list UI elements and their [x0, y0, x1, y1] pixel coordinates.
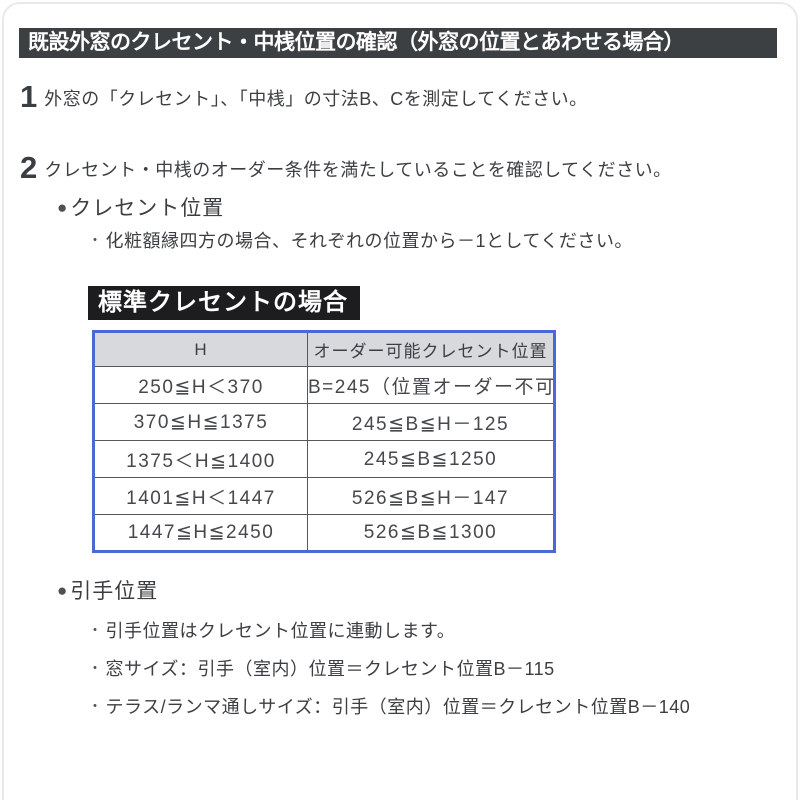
bullet-dot-icon: ・	[88, 660, 103, 676]
h-range-cell: 1447≦H≦2450	[93, 514, 308, 552]
crescent-note-text: 化粧額縁四方の場合、それぞれの位置から－1としてください。	[105, 231, 633, 251]
step-2-number: 2	[20, 150, 38, 185]
crescent-position-heading: ●クレセント位置	[57, 195, 224, 222]
position-cell: 245≦B≦1250	[307, 440, 555, 478]
h-range-cell: 1401≦H＜1447	[93, 477, 308, 515]
table-row: 250≦H＜370 B=245（位置オーダー不可）	[93, 366, 555, 404]
table-header-row: H オーダー可能クレセント位置	[93, 331, 555, 367]
bullet-dot-icon: ・	[88, 232, 103, 248]
table-row: 1447≦H≦2450 526≦B≦1300	[93, 514, 555, 552]
bullet-dot-icon: ・	[88, 622, 103, 638]
step-2-text: クレセント・中桟のオーダー条件を満たしていることを確認してください。	[44, 160, 672, 180]
section-title-banner: 既設外窓のクレセント・中桟位置の確認（外窓の位置とあわせる場合）	[19, 28, 777, 58]
step-1-number: 1	[20, 79, 38, 114]
table-header-h: H	[93, 331, 308, 367]
position-cell: B=245（位置オーダー不可）	[307, 366, 555, 404]
handle-position-heading: ●引手位置	[57, 578, 158, 605]
table-row: 370≦H≦1375 245≦B≦H－125	[93, 403, 555, 441]
position-cell: 526≦B≦1300	[307, 514, 555, 552]
crescent-heading-label: クレセント位置	[70, 197, 225, 220]
h-range-cell: 250≦H＜370	[93, 366, 308, 404]
table-row: 1401≦H＜1447 526≦B≦H－147	[93, 477, 555, 515]
handle-note: ・テラス/ランマ通しサイズ：引手（室内）位置＝クレセント位置B－140	[88, 694, 690, 719]
h-range-cell: 370≦H≦1375	[93, 403, 308, 441]
step-1: 1 外窓の「クレセント」、「中桟」の寸法B、Cを測定してください。	[20, 79, 588, 114]
table-row: 1375＜H≦1400 245≦B≦1250	[93, 440, 555, 478]
handle-note-text: 窓サイズ：引手（室内）位置＝クレセント位置B－115	[105, 659, 555, 679]
handle-heading-label: 引手位置	[70, 580, 159, 603]
handle-note-text: テラス/ランマ通しサイズ：引手（室内）位置＝クレセント位置B－140	[105, 697, 691, 717]
crescent-position-table: H オーダー可能クレセント位置 250≦H＜370 B=245（位置オーダー不可…	[92, 330, 556, 553]
crescent-note: ・化粧額縁四方の場合、それぞれの位置から－1としてください。	[88, 228, 633, 253]
step-2: 2 クレセント・中桟のオーダー条件を満たしていることを確認してください。	[20, 150, 672, 185]
bullet-dot-icon: ・	[88, 698, 103, 714]
bullet-circle-icon: ●	[57, 198, 69, 217]
step-1-text: 外窓の「クレセント」、「中桟」の寸法B、Cを測定してください。	[44, 89, 588, 109]
bullet-circle-icon: ●	[57, 581, 69, 600]
handle-note: ・窓サイズ：引手（室内）位置＝クレセント位置B－115	[88, 656, 555, 681]
table-header-position: オーダー可能クレセント位置	[307, 331, 555, 367]
handle-note-text: 引手位置はクレセント位置に連動します。	[105, 621, 456, 641]
standard-crescent-label: 標準クレセントの場合	[88, 286, 360, 320]
h-range-cell: 1375＜H≦1400	[93, 440, 308, 478]
position-cell: 245≦B≦H－125	[307, 403, 555, 441]
position-cell: 526≦B≦H－147	[307, 477, 555, 515]
handle-note: ・引手位置はクレセント位置に連動します。	[88, 618, 455, 643]
